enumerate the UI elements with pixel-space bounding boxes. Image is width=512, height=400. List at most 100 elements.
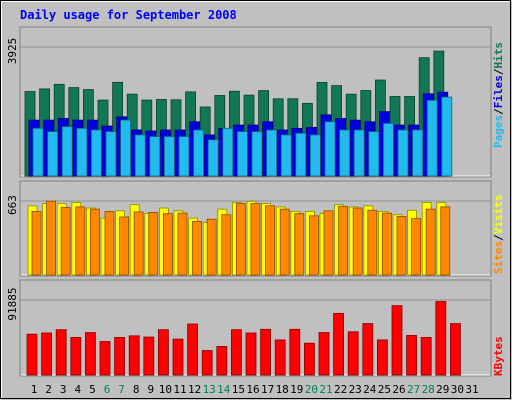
bar-sites-day-6 [104,210,115,276]
day-label-21: 21 [319,383,332,396]
bar-kbytes-day-29 [435,301,447,376]
bar-sites-day-22 [338,205,349,276]
bar-sites-day-21 [323,210,334,276]
bar-pages-day-16 [251,131,263,177]
day-label-17: 17 [261,383,274,396]
legend-hits: Hits [492,42,505,69]
day-label-19: 19 [290,383,303,396]
bar-pages-day-20 [309,134,321,177]
bar-kbytes-day-6 [99,341,111,376]
bar-sites-day-8 [133,211,144,276]
bar-kbytes-day-3 [55,329,67,376]
bar-sites-day-1 [31,210,42,276]
bar-pages-day-7 [120,119,131,177]
bar-kbytes-day-9 [143,336,155,376]
day-label-20: 20 [305,383,318,396]
bar-pages-day-8 [134,134,146,177]
bar-sites-day-15 [235,203,246,276]
bar-pages-day-21 [324,121,336,177]
day-label-31: 31 [465,383,478,396]
legend-sites: Sites [492,241,505,274]
day-label-18: 18 [276,383,289,396]
bar-pages-day-9 [149,136,161,177]
day-label-30: 30 [451,383,464,396]
bar-pages-day-25 [382,123,394,177]
bar-sites-day-2 [46,200,56,276]
bar-kbytes-day-20 [303,342,315,376]
bar-kbytes-day-8 [128,335,140,376]
bar-sites-day-19 [294,213,305,276]
bar-sites-day-7 [119,216,129,276]
bar-sites-day-11 [177,212,188,276]
bar-kbytes-day-11 [172,338,184,376]
day-label-3: 3 [60,383,67,396]
bar-kbytes-day-4 [70,337,82,376]
panel-3-legend: KBytes [492,336,505,376]
day-label-26: 26 [392,383,405,396]
bar-kbytes-day-18 [274,339,286,376]
bar-pages-day-1 [32,127,44,177]
bar-sites-day-14 [221,214,232,276]
bar-pages-day-5 [91,129,102,177]
day-label-10: 10 [159,383,172,396]
bar-kbytes-day-21 [318,332,330,376]
bar-pages-day-15 [236,131,248,177]
day-label-9: 9 [147,383,154,396]
bar-kbytes-day-28 [420,337,432,376]
day-label-5: 5 [89,383,96,396]
bar-pages-day-3 [61,126,73,177]
day-label-23: 23 [349,383,362,396]
day-label-24: 24 [363,383,377,396]
bar-sites-day-23 [352,207,363,276]
bar-sites-day-25 [381,212,392,276]
bar-pages-day-13 [207,139,219,177]
day-label-28: 28 [422,383,435,396]
chart-title: Daily usage for September 2008 [20,8,237,22]
bar-pages-day-22 [339,129,351,177]
bar-sites-day-5 [90,208,100,276]
bar-kbytes-day-17 [260,328,272,376]
bar-pages-day-26 [397,129,409,177]
day-label-15: 15 [232,383,245,396]
bar-kbytes-day-30 [449,323,461,376]
bar-sites-day-24 [367,209,378,276]
bar-pages-day-19 [295,132,307,177]
bar-pages-day-14 [222,127,234,177]
day-label-1: 1 [31,383,38,396]
bar-sites-day-26 [396,216,407,276]
panel-1-max-label: 3925 [6,38,19,65]
legend-kbytes: KBytes [492,336,505,376]
bar-sites-day-9 [148,212,159,276]
bar-kbytes-day-16 [245,332,257,376]
bar-kbytes-day-13 [201,350,213,376]
panel-3-max-label: 91885 [6,287,19,320]
bar-pages-day-29 [441,96,453,177]
bar-kbytes-day-24 [362,323,374,376]
bar-sites-day-18 [279,208,290,276]
bar-kbytes-day-14 [216,346,228,376]
bar-sites-day-28 [425,208,436,276]
bar-kbytes-day-12 [187,323,199,376]
day-label-16: 16 [246,383,259,396]
bar-sites-day-20 [308,215,319,276]
legend-visits: Visits [492,195,505,235]
bar-pages-day-27 [412,129,424,177]
day-label-25: 25 [378,383,391,396]
bar-kbytes-day-5 [85,332,96,376]
bar-sites-day-4 [75,206,86,276]
day-label-11: 11 [173,383,186,396]
bar-kbytes-day-26 [391,305,403,376]
bar-pages-day-12 [193,129,205,177]
bar-kbytes-day-1 [26,333,38,376]
legend-separator: / [492,68,505,75]
bar-kbytes-day-7 [114,337,125,376]
bar-kbytes-day-15 [230,329,242,376]
bar-pages-day-18 [280,134,292,177]
day-label-4: 4 [74,383,81,396]
bar-kbytes-day-27 [406,335,418,376]
day-label-14: 14 [217,383,231,396]
bar-pages-day-6 [105,131,117,177]
bar-kbytes-day-23 [347,331,359,376]
chart-marks: 3925Pages/Files/Hits663Sites/Visits91885… [6,38,505,396]
